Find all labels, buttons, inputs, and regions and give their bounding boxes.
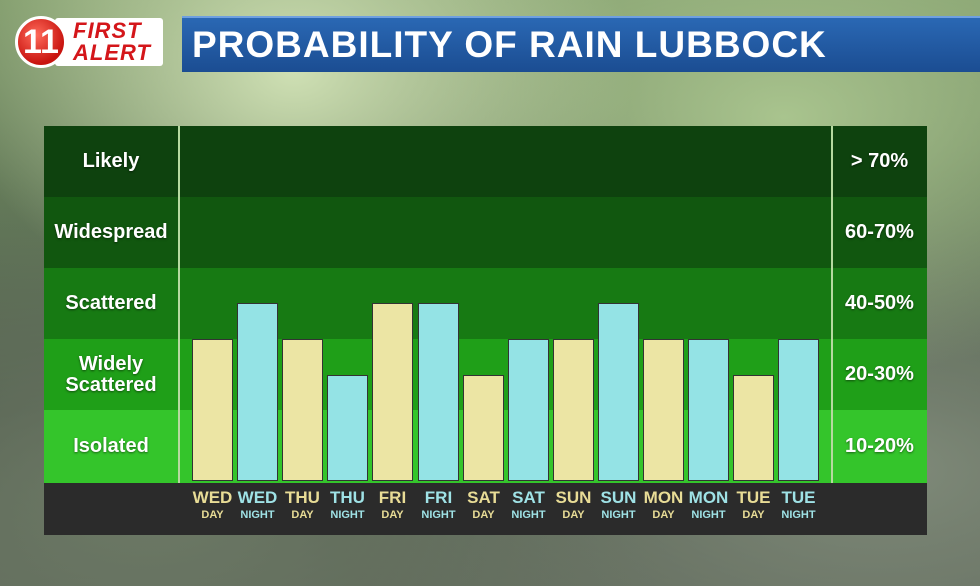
x-tick-label: SAT NIGHT: [506, 488, 551, 521]
bar-mon-night: [688, 339, 729, 481]
bar-mon-day: [643, 339, 684, 481]
x-tick-period: NIGHT: [240, 509, 275, 521]
x-tick-period: DAY: [381, 509, 404, 521]
x-tick-period: NIGHT: [781, 509, 816, 521]
bar-sun-day: [553, 339, 594, 481]
x-tick-label: TUE DAY: [731, 488, 776, 521]
band-label: Widespread: [54, 221, 168, 243]
x-tick-label: TUE NIGHT: [776, 488, 821, 521]
x-tick-day: TUE: [781, 488, 816, 507]
x-tick-label: FRI NIGHT: [416, 488, 461, 521]
band-range: 10-20%: [845, 435, 914, 457]
band-label: Isolated: [73, 435, 149, 457]
x-tick-day: SAT: [512, 488, 545, 507]
bar-thu-day: [282, 339, 323, 481]
band-label: Widely Scattered: [65, 352, 157, 396]
x-tick-day: TUE: [736, 488, 771, 507]
band-2: [44, 197, 927, 268]
x-tick-day: MON: [643, 488, 684, 507]
x-tick-label: WED DAY: [190, 488, 235, 521]
bar-sat-night: [508, 339, 549, 481]
logo-circle-icon: [15, 16, 67, 68]
x-tick-period: DAY: [562, 509, 585, 521]
x-tick-period: DAY: [472, 509, 495, 521]
x-tick-day: THU: [330, 488, 365, 507]
band-label: Likely: [82, 150, 140, 172]
x-tick-period: DAY: [291, 509, 314, 521]
bar-sat-day: [463, 375, 504, 481]
first-alert-logo: 11 FIRST ALERT: [15, 14, 165, 70]
logo-first-text: FIRST: [73, 18, 142, 43]
logo-number: 11: [23, 23, 59, 61]
x-tick-day: FRI: [424, 488, 453, 507]
x-tick-period: DAY: [742, 509, 765, 521]
x-tick-label: THU DAY: [280, 488, 325, 521]
x-tick-period: NIGHT: [511, 509, 546, 521]
panel-divider: [178, 126, 180, 535]
bar-thu-night: [327, 375, 368, 481]
x-tick-label: SAT DAY: [461, 488, 506, 521]
band-range: 20-30%: [845, 363, 914, 385]
bar-sun-night: [598, 303, 639, 481]
x-tick-day: THU: [285, 488, 320, 507]
logo-background: [55, 18, 163, 66]
x-tick-day: MON: [688, 488, 729, 507]
x-tick-period: DAY: [652, 509, 675, 521]
x-tick-period: NIGHT: [421, 509, 456, 521]
x-tick-label: SUN DAY: [551, 488, 596, 521]
x-tick-label: THU NIGHT: [325, 488, 370, 521]
day-label-footer: [44, 483, 927, 535]
x-tick-day: SUN: [600, 488, 637, 507]
x-tick-label: MON DAY: [641, 488, 686, 521]
x-tick-period: DAY: [201, 509, 224, 521]
bar-fri-day: [372, 303, 413, 481]
x-tick-day: WED: [237, 488, 278, 507]
x-tick-label: MON NIGHT: [686, 488, 731, 521]
bar-tue-day: [733, 375, 774, 481]
band-1: [44, 126, 927, 197]
bar-tue-night: [778, 339, 819, 481]
band-3: [44, 268, 927, 339]
x-tick-period: NIGHT: [330, 509, 365, 521]
panel-divider: [831, 126, 833, 535]
x-tick-period: NIGHT: [691, 509, 726, 521]
chart-title: PROBABILITY OF RAIN LUBBOCK: [192, 24, 827, 65]
logo-alert-text: ALERT: [73, 40, 151, 65]
bar-wed-night: [237, 303, 278, 481]
x-tick-day: WED: [192, 488, 233, 507]
title-bar: PROBABILITY OF RAIN LUBBOCK: [182, 16, 980, 72]
band-range: > 70%: [850, 150, 909, 172]
x-tick-period: NIGHT: [601, 509, 636, 521]
band-range: 40-50%: [845, 292, 914, 314]
x-tick-day: SAT: [467, 488, 500, 507]
band-range: 60-70%: [845, 221, 914, 243]
band-label: Scattered: [65, 292, 157, 314]
bar-wed-day: [192, 339, 233, 481]
x-tick-day: FRI: [378, 488, 407, 507]
x-tick-day: SUN: [555, 488, 592, 507]
bar-fri-night: [418, 303, 459, 481]
x-tick-label: WED NIGHT: [235, 488, 280, 521]
x-tick-label: SUN NIGHT: [596, 488, 641, 521]
x-tick-label: FRI DAY: [370, 488, 415, 521]
